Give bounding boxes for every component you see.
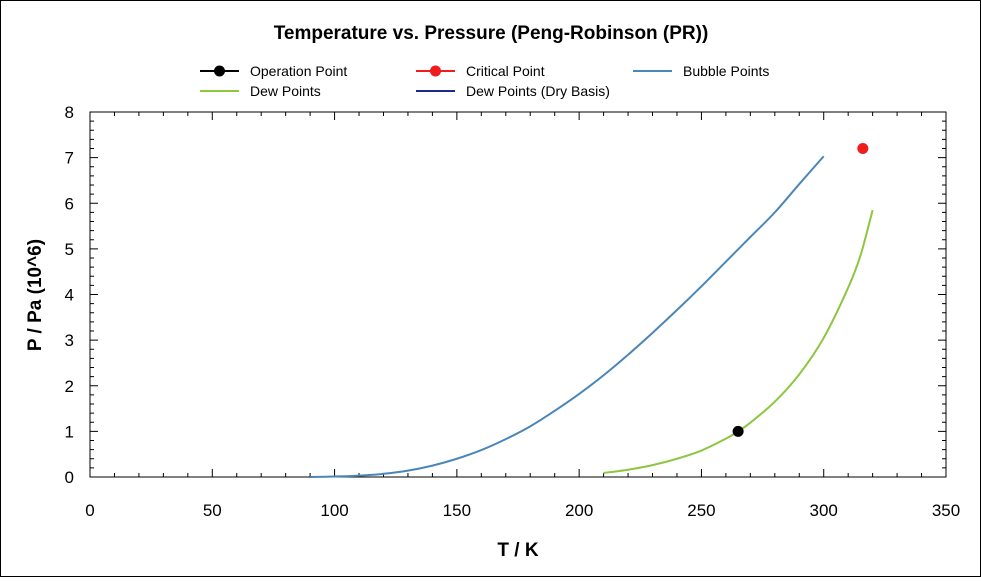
y-tick-label: 1: [65, 422, 74, 441]
legend-item-bubble-points: Bubble Points: [633, 63, 769, 79]
legend: Operation Point Critical Point Bubble Poin…: [200, 63, 769, 99]
x-tick-label: 200: [565, 501, 593, 520]
y-axis-title: P / Pa (10^6): [25, 239, 46, 351]
x-tick-label: 150: [443, 501, 471, 520]
legend-label: Critical Point: [466, 63, 545, 79]
legend-label: Dew Points: [250, 83, 321, 99]
legend-swatch-marker: [214, 65, 225, 77]
plot-area: [89, 111, 947, 478]
critical-point-marker: [857, 143, 869, 154]
y-tick-label: 7: [65, 149, 74, 168]
chart-title: Temperature vs. Pressure (Peng-Robinson …: [274, 23, 709, 44]
legend-label: Dew Points (Dry Basis): [466, 83, 610, 99]
legend-item-critical-point: Critical Point: [416, 63, 545, 79]
dew-points-line: [603, 209, 874, 474]
x-axis: 0 50 100 150 200 250 300 350: [85, 112, 960, 520]
x-tick-label: 50: [203, 501, 222, 520]
legend-item-dew-points: Dew Points: [200, 83, 321, 99]
x-tick-label: 300: [810, 501, 838, 520]
legend-label: Bubble Points: [683, 63, 769, 79]
series-layer: [310, 143, 874, 478]
y-tick-label: 6: [65, 194, 74, 213]
bubble-points-line: [310, 155, 825, 478]
y-tick-label: 5: [65, 240, 74, 259]
y-tick-label: 2: [65, 377, 74, 396]
x-tick-label: 250: [687, 501, 715, 520]
legend-item-operation-point: Operation Point: [200, 63, 347, 79]
legend-label: Operation Point: [250, 63, 347, 79]
y-tick-label: 3: [65, 331, 74, 350]
x-tick-label: 100: [320, 501, 348, 520]
legend-item-dew-points-dry-basis: Dew Points (Dry Basis): [416, 83, 610, 99]
legend-swatch-marker: [430, 65, 441, 77]
x-tick-label: 350: [932, 501, 960, 520]
y-tick-label: 4: [65, 286, 74, 305]
x-axis-title: T / K: [497, 540, 538, 561]
y-tick-label: 8: [65, 103, 74, 122]
y-tick-label: 0: [65, 468, 74, 487]
y-axis: 0 1 2 3 4 5 6 7 8: [65, 103, 946, 487]
operation-point-marker: [732, 425, 744, 437]
x-tick-label: 0: [85, 501, 94, 520]
